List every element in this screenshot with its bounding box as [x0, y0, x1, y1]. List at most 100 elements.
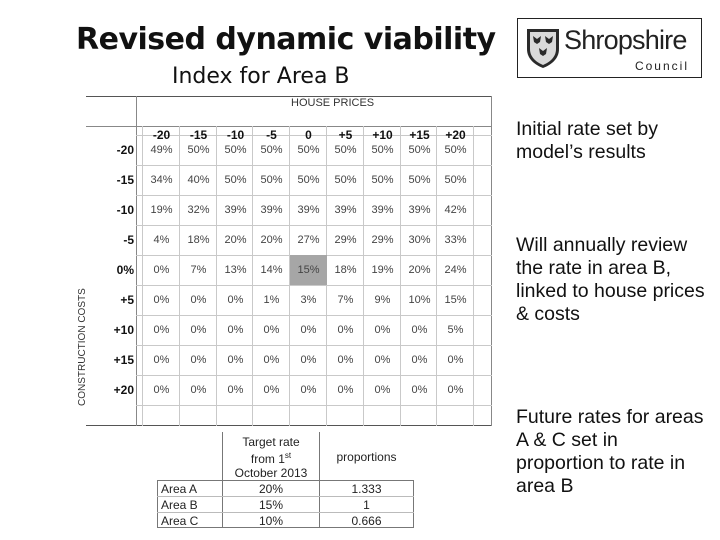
construction-costs-label: CONSTRUCTION COSTS [77, 288, 88, 406]
row-header: -15 [116, 173, 134, 187]
matrix-cell: 0% [447, 354, 464, 366]
matrix-cell: 0% [300, 384, 317, 396]
bullet-initial-rate: Initial rate set by model’s results [516, 118, 706, 164]
viability-matrix: HOUSE PRICES CONSTRUCTION COSTS -20 -15 -1… [77, 96, 492, 426]
area-label: Area C [161, 513, 199, 528]
matrix-cell: 0% [227, 294, 244, 306]
matrix-cell: 0% [153, 354, 170, 366]
matrix-cell: 0% [263, 384, 280, 396]
matrix-cell: 20% [408, 264, 431, 276]
matrix-cell: 13% [224, 264, 247, 276]
matrix-cell: 24% [444, 264, 467, 276]
matrix-cell: 0% [153, 384, 170, 396]
matrix-cell: 39% [260, 204, 283, 216]
area-rate: 15% [258, 497, 284, 512]
column-header: -15 [189, 128, 208, 142]
matrix-cell: 50% [297, 174, 320, 186]
matrix-cell: 0% [227, 384, 244, 396]
matrix-cell: 7% [190, 264, 207, 276]
matrix-cell: 19% [150, 204, 173, 216]
matrix-cell: 0% [411, 384, 428, 396]
matrix-cell: 50% [260, 144, 283, 156]
matrix-cell: 3% [300, 294, 317, 306]
column-header: -10 [226, 128, 245, 142]
matrix-cell: 50% [371, 174, 394, 186]
matrix-cell: 50% [187, 144, 210, 156]
matrix-cell: 0% [190, 384, 207, 396]
matrix-cell: 39% [408, 204, 431, 216]
matrix-cell: 5% [447, 324, 464, 336]
matrix-cell: 50% [408, 174, 431, 186]
target-rate-table: Target rate from 1st October 2013 propor… [157, 432, 414, 528]
matrix-cell: 10% [408, 294, 431, 306]
row-header: +10 [113, 323, 134, 337]
matrix-cell: 0% [374, 324, 391, 336]
shropshire-council-logo: Shropshire Council [517, 18, 702, 78]
matrix-cell: 0% [190, 294, 207, 306]
matrix-cell: 33% [444, 234, 467, 246]
column-header: -5 [266, 128, 277, 142]
column-header: +5 [338, 128, 353, 142]
bullet-text: Will annually review the rate in area B,… [516, 234, 705, 325]
matrix-cell-current: 15% [290, 255, 327, 285]
matrix-cell: 15% [444, 294, 467, 306]
matrix-cell: 50% [334, 174, 357, 186]
matrix-cell: 0% [227, 324, 244, 336]
matrix-cell: 0% [153, 264, 170, 276]
matrix-cell: 42% [444, 204, 467, 216]
matrix-cell: 39% [224, 204, 247, 216]
proportions-header: proportions [336, 450, 397, 464]
area-proportion: 1 [363, 497, 370, 512]
matrix-cell: 39% [334, 204, 357, 216]
matrix-cell: 0% [300, 324, 317, 336]
row-header: -10 [116, 203, 134, 217]
matrix-cell: 0% [337, 354, 354, 366]
matrix-cell: 20% [260, 234, 283, 246]
matrix-cell: 50% [224, 174, 247, 186]
matrix-cell: 0% [374, 354, 391, 366]
house-prices-label: HOUSE PRICES [291, 97, 375, 109]
matrix-cell: 50% [224, 144, 247, 156]
target-rate-header: Target rate from 1st October 2013 [223, 434, 319, 480]
matrix-cell: 0% [337, 384, 354, 396]
matrix-cell: 0% [153, 294, 170, 306]
matrix-cell: 49% [150, 144, 173, 156]
matrix-cell: 50% [334, 144, 357, 156]
matrix-cell: 18% [334, 264, 357, 276]
area-label: Area A [161, 481, 198, 496]
target-rate-header-line1: Target rate [242, 434, 300, 449]
matrix-cell: 50% [297, 144, 320, 156]
area-rate: 20% [258, 481, 284, 496]
matrix-cell: 0% [411, 324, 428, 336]
row-header: 0% [116, 263, 134, 277]
bullet-future-rates: Future rates for areas A & C set in prop… [516, 406, 706, 498]
logo-brand-text: Shropshire [564, 25, 687, 55]
row-header: +5 [120, 293, 134, 307]
logo-council-text: Council [634, 59, 689, 73]
matrix-cell: 0% [153, 324, 170, 336]
matrix-cell: 0% [411, 354, 428, 366]
matrix-cell: 0% [263, 354, 280, 366]
target-rate-header-line2: from 1st [250, 450, 292, 466]
matrix-cell: 29% [334, 234, 357, 246]
matrix-cell: 19% [371, 264, 394, 276]
area-proportion: 0.666 [351, 513, 382, 528]
matrix-cell: 30% [408, 234, 431, 246]
area-label: Area B [161, 497, 198, 512]
matrix-cell: 0% [337, 324, 354, 336]
bullet-text: Future rates for areas A & C set in prop… [516, 406, 704, 497]
matrix-cell: 39% [371, 204, 394, 216]
matrix-cell: 18% [187, 234, 210, 246]
matrix-cell: 14% [260, 264, 283, 276]
row-header: +20 [113, 383, 134, 397]
area-proportion: 1.333 [351, 481, 382, 496]
matrix-cell: 39% [297, 204, 320, 216]
row-header: +15 [113, 353, 134, 367]
matrix-cell: 4% [153, 234, 170, 246]
shropshire-crest-icon [527, 29, 559, 68]
matrix-cell: 32% [187, 204, 210, 216]
bullet-annual-review: Will annually review the rate in area B,… [516, 234, 706, 326]
matrix-cell: 0% [190, 354, 207, 366]
matrix-cell: 40% [187, 174, 210, 186]
column-header: -20 [152, 128, 171, 142]
